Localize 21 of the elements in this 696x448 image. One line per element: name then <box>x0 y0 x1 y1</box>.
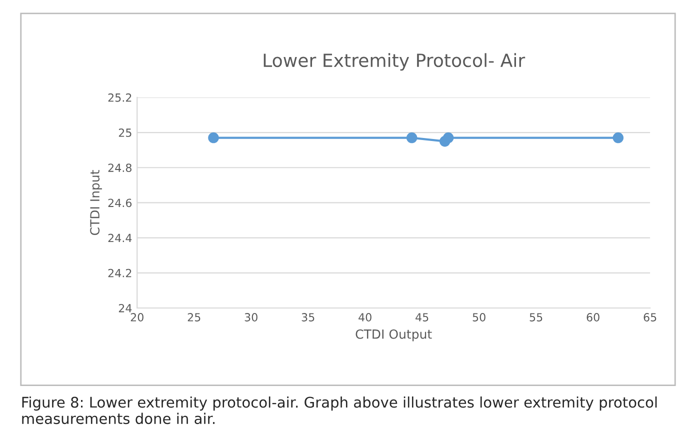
x-tick-label: 50 <box>472 313 486 322</box>
y-axis-title: CTDI Input <box>90 170 102 236</box>
y-tick-label: 25 <box>118 128 132 137</box>
x-tick-label: 60 <box>586 313 600 322</box>
x-tick-label: 65 <box>644 313 656 322</box>
y-tick-label: 24 <box>118 304 132 312</box>
caption: Figure 8: Lower extremity protocol-air. Graph above illustrates lower extremity protocol measurements done in air. <box>22 396 657 424</box>
x-axis-title: CTDI Output <box>356 329 432 342</box>
y-tick-label: 24.6 <box>108 198 132 208</box>
y-tick-label: 25.2 <box>108 93 132 102</box>
x-tick-label: 25 <box>188 313 200 322</box>
x-tick-label: 20 <box>130 313 144 322</box>
x-tick-label: 45 <box>416 313 428 322</box>
x-tick-label: 35 <box>302 313 314 322</box>
y-tick-label: 24.8 <box>108 164 132 172</box>
x-tick-label: 40 <box>358 313 372 322</box>
x-tick-label: 55 <box>530 313 542 322</box>
y-tick-label: 24.4 <box>108 234 132 242</box>
chart-title: Lower Extremity Protocol- Air <box>264 53 526 71</box>
x-tick-label: 30 <box>244 313 258 322</box>
y-tick-label: 24.2 <box>108 268 132 278</box>
